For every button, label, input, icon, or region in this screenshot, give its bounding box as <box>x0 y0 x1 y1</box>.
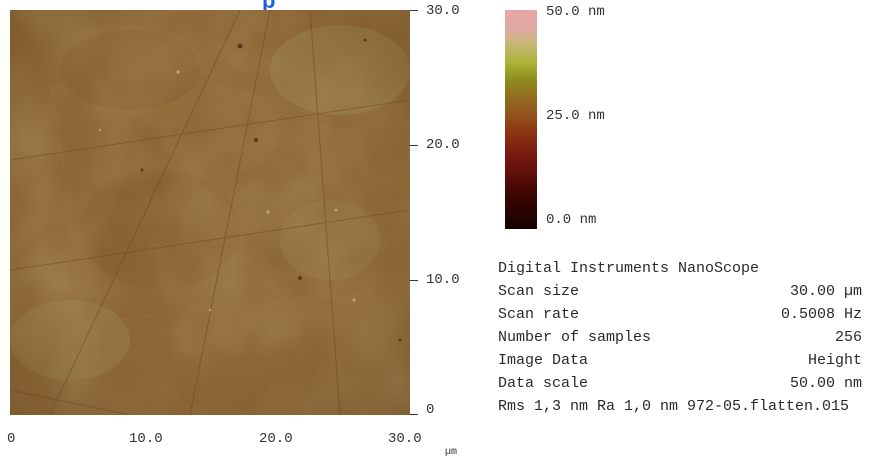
instrument-header: Digital Instruments NanoScope <box>498 260 760 277</box>
info-row-scan-size: Scan size 30.00 µm <box>498 280 862 303</box>
info-value: 30.00 µm <box>789 283 862 300</box>
afm-texture <box>10 10 410 415</box>
roughness-footer: Rms 1,3 nm Ra 1,0 nm 972-05.flatten.015 <box>498 398 850 415</box>
height-color-bar <box>505 10 537 229</box>
y-tick-0 <box>410 414 418 415</box>
info-label: Data scale <box>498 375 589 392</box>
colorbar-label-mid: 25.0 nm <box>546 108 605 124</box>
info-value: 256 <box>834 329 862 346</box>
scan-info-panel: Digital Instruments NanoScope Scan size … <box>498 257 862 418</box>
y-tick-20 <box>410 145 418 146</box>
image-title-text: p <box>262 0 382 11</box>
info-label: Image Data <box>498 352 589 369</box>
colorbar-label-min: 0.0 nm <box>546 212 597 228</box>
x-axis-unit: µm <box>445 447 458 458</box>
info-label: Number of samples <box>498 329 652 346</box>
info-value: Height <box>807 352 862 369</box>
y-tick-10 <box>410 280 418 281</box>
info-row-number-of-samples: Number of samples 256 <box>498 326 862 349</box>
info-row-image-data: Image Data Height <box>498 349 862 372</box>
x-tick-label-0: 0 <box>7 431 16 447</box>
info-value: 0.5008 Hz <box>780 306 862 323</box>
x-tick-label-10: 10.0 <box>129 431 163 447</box>
y-tick-label-10: 10.0 <box>426 272 460 288</box>
info-label: Scan size <box>498 283 580 300</box>
info-row-scan-rate: Scan rate 0.5008 Hz <box>498 303 862 326</box>
y-tick-label-0: 0 <box>426 402 435 418</box>
y-tick-30 <box>410 10 418 11</box>
image-title-fragment: p <box>262 0 382 11</box>
info-label: Scan rate <box>498 306 580 323</box>
y-tick-label-30: 30.0 <box>426 3 460 19</box>
info-row-data-scale: Data scale 50.00 nm <box>498 372 862 395</box>
y-tick-label-20: 20.0 <box>426 137 460 153</box>
afm-height-image[interactable] <box>10 10 410 415</box>
colorbar-label-max: 50.0 nm <box>546 4 605 20</box>
info-value: 50.00 nm <box>789 375 862 392</box>
x-tick-label-30: 30.0 <box>388 431 422 447</box>
x-tick-label-20: 20.0 <box>259 431 293 447</box>
